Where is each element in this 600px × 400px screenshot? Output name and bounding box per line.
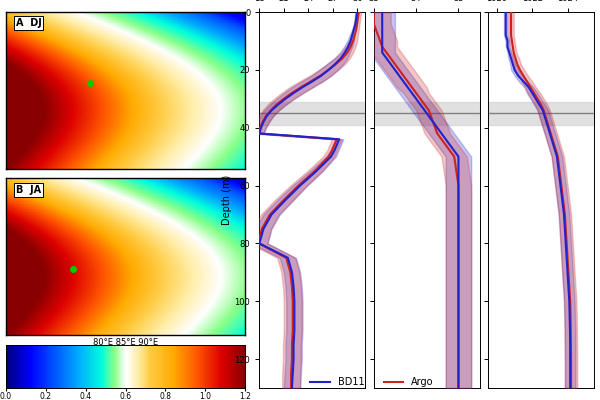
- Bar: [374, 102, 479, 125]
- Bar: [259, 102, 365, 125]
- Legend: BD11, Argo: BD11, Argo: [307, 373, 437, 391]
- Text: B  JA: B JA: [16, 185, 41, 195]
- Text: A  DJ: A DJ: [16, 18, 41, 28]
- X-axis label: 80°E 85°E 90°E: 80°E 85°E 90°E: [93, 338, 158, 347]
- Y-axis label: Depth (m): Depth (m): [222, 175, 232, 225]
- Bar: [488, 102, 594, 125]
